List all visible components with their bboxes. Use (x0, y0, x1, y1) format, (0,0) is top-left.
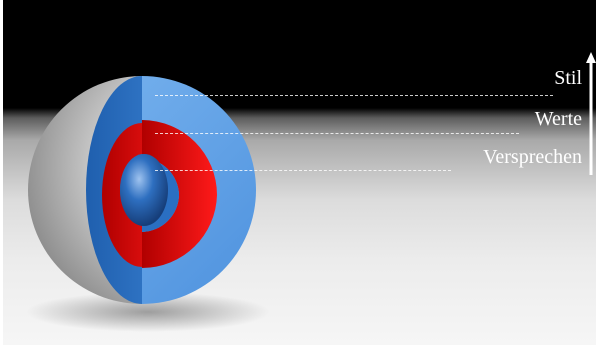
sphere-cutaway-graphic (26, 76, 270, 332)
layer-werte-face (142, 120, 217, 268)
label-stil: Stil (554, 67, 582, 89)
guide-line-versprechen (155, 170, 451, 171)
up-arrow-icon (586, 52, 596, 175)
guide-line-stil (155, 95, 553, 96)
guide-line-werte (155, 133, 519, 134)
diagram-slide: Stil Werte Versprechen (3, 0, 596, 345)
label-werte: Werte (534, 108, 582, 130)
label-versprechen: Versprechen (483, 146, 582, 168)
inner-core (120, 154, 168, 226)
sphere-shadow (26, 292, 270, 332)
